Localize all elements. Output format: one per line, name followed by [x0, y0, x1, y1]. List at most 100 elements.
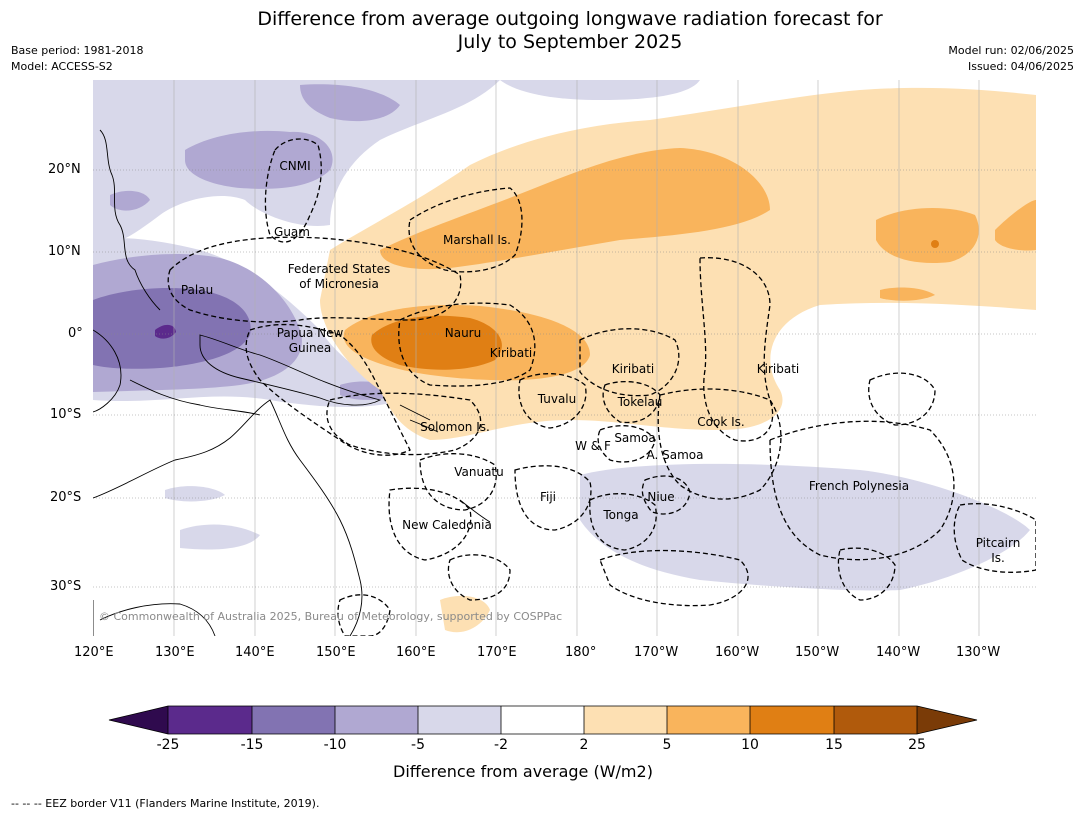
- australia-coastline: [93, 399, 363, 636]
- region-label: Marshall Is.: [443, 233, 511, 247]
- base-period: Base period: 1981-2018: [11, 44, 144, 57]
- colorbar-swatch: [252, 706, 335, 734]
- x-tick-label: 170°E: [477, 645, 517, 660]
- olr-negative-medium: [110, 190, 150, 211]
- gridlines-lat: [93, 169, 1036, 588]
- eez-samoa: [597, 425, 656, 463]
- new-guinea-coastline: [199, 334, 382, 406]
- region-label: Tuvalu: [537, 392, 577, 406]
- olr-positive-medium: [995, 200, 1036, 251]
- eez-solomon: [326, 392, 482, 456]
- x-tick-label: 130°W: [956, 645, 1001, 660]
- region-label: Guam: [274, 225, 310, 239]
- eez-pitcairn: [953, 503, 1036, 573]
- olr-positive-medium: [876, 208, 979, 264]
- olr-negative-light: [500, 80, 700, 100]
- colorbar-swatch: [667, 706, 750, 734]
- region-label: Kiribati: [612, 362, 654, 376]
- colorbar: [108, 705, 978, 735]
- colorbar-extend-high: [917, 706, 977, 734]
- colorbar-swatch: [834, 706, 917, 734]
- eez-tuvalu: [518, 373, 587, 429]
- eez-kiribati-line: [699, 257, 774, 442]
- chart-title-line1: Difference from average outgoing longwav…: [257, 8, 883, 30]
- meta-left: Base period: 1981-2018 Model: ACCESS-S2: [11, 43, 143, 75]
- region-label: New Caledonia: [402, 518, 492, 532]
- olr-negative-light: [180, 524, 260, 550]
- eez-borders: [167, 138, 1036, 636]
- model-name: Model: ACCESS-S2: [11, 60, 113, 73]
- region-label: of Micronesia: [299, 277, 379, 291]
- meta-right: Model run: 02/06/2025 Issued: 04/06/2025: [948, 43, 1074, 75]
- colorbar-tick-label: 5: [662, 737, 672, 753]
- region-label: A. Samoa: [647, 448, 704, 462]
- eez-png: [245, 323, 411, 456]
- x-tick-label: 140°E: [235, 645, 275, 660]
- olr-negative-extreme: [155, 324, 176, 339]
- colorbar-dividers: [167, 706, 918, 734]
- olr-positive-strong-spot: [931, 240, 939, 248]
- region-label: Tokelau: [617, 395, 663, 409]
- eez-kermadec: [837, 547, 896, 601]
- eez-vanuatu: [419, 453, 497, 511]
- region-label: Kiribati: [490, 346, 532, 360]
- y-tick-label: 20°S: [50, 490, 82, 505]
- x-tick-label: 170°W: [634, 645, 679, 660]
- olr-positive-light: [440, 595, 490, 633]
- colorbar-extend-low: [109, 706, 168, 734]
- colorbar-tick-label: -5: [411, 737, 425, 753]
- anomaly-shading: [93, 80, 1036, 633]
- region-label: Papua New: [277, 326, 344, 340]
- y-tick-label: 10°N: [48, 244, 81, 259]
- colorbar-tick-label: 10: [741, 737, 759, 753]
- region-label: Samoa: [614, 431, 655, 445]
- x-tick-label: 130°E: [155, 645, 195, 660]
- eez-marshall: [408, 187, 523, 273]
- colorbar-tick-label: 15: [825, 737, 843, 753]
- x-tick-label: 120°E: [74, 645, 114, 660]
- region-label: Niue: [647, 490, 674, 504]
- borneo-indonesia-coastline: [93, 329, 261, 416]
- region-label: Guinea: [289, 341, 332, 355]
- y-tick-label: 0°: [68, 326, 83, 341]
- region-label: Cook Is.: [697, 415, 744, 429]
- olr-positive-strong: [371, 315, 502, 370]
- olr-negative-light: [580, 463, 1030, 591]
- region-label: CNMI: [279, 159, 310, 173]
- olr-positive-medium: [880, 287, 935, 301]
- gridlines: [173, 80, 980, 636]
- new-zealand-coastline: [99, 603, 216, 636]
- x-tick-label: 160°E: [396, 645, 436, 660]
- colorbar-tick-label: 2: [579, 737, 589, 753]
- region-label: French Polynesia: [809, 479, 909, 493]
- region-label: Tonga: [602, 508, 638, 522]
- colorbar-swatch: [584, 706, 667, 734]
- y-tick-label: 20°N: [48, 162, 81, 177]
- olr-negative-medium: [300, 84, 400, 122]
- region-label: Palau: [181, 283, 213, 297]
- colorbar-swatch: [335, 706, 418, 734]
- colorbar-tick-label: -25: [156, 737, 180, 753]
- region-label: Pitcairn: [976, 536, 1021, 550]
- eez-kiribati-phoenix: [579, 328, 680, 397]
- solomon-islands-coastline: [399, 404, 439, 433]
- x-tick-label: 150°E: [316, 645, 356, 660]
- colorbar-swatch: [418, 706, 501, 734]
- region-labels: CNMI Guam Marshall Is. Federated States …: [181, 159, 1020, 565]
- colorbar-title: Difference from average (W/m2): [393, 762, 653, 781]
- x-tick-label: 140°W: [876, 645, 921, 660]
- chart-title-line2: July to September 2025: [457, 31, 683, 53]
- issued-date: Issued: 04/06/2025: [967, 60, 1074, 73]
- philippines-coastline: [99, 129, 161, 311]
- eez-cook: [657, 388, 782, 500]
- x-tick-label: 160°W: [715, 645, 760, 660]
- coastlines: [93, 129, 491, 636]
- region-label: Solomon Is.: [420, 420, 490, 434]
- eez-new-caledonia: [388, 487, 472, 561]
- eez-fiji: [514, 465, 592, 531]
- eez-south: [447, 554, 511, 601]
- olr-negative-light: [165, 486, 225, 502]
- model-run: Model run: 02/06/2025: [948, 44, 1074, 57]
- region-label: Kiribati: [757, 362, 799, 376]
